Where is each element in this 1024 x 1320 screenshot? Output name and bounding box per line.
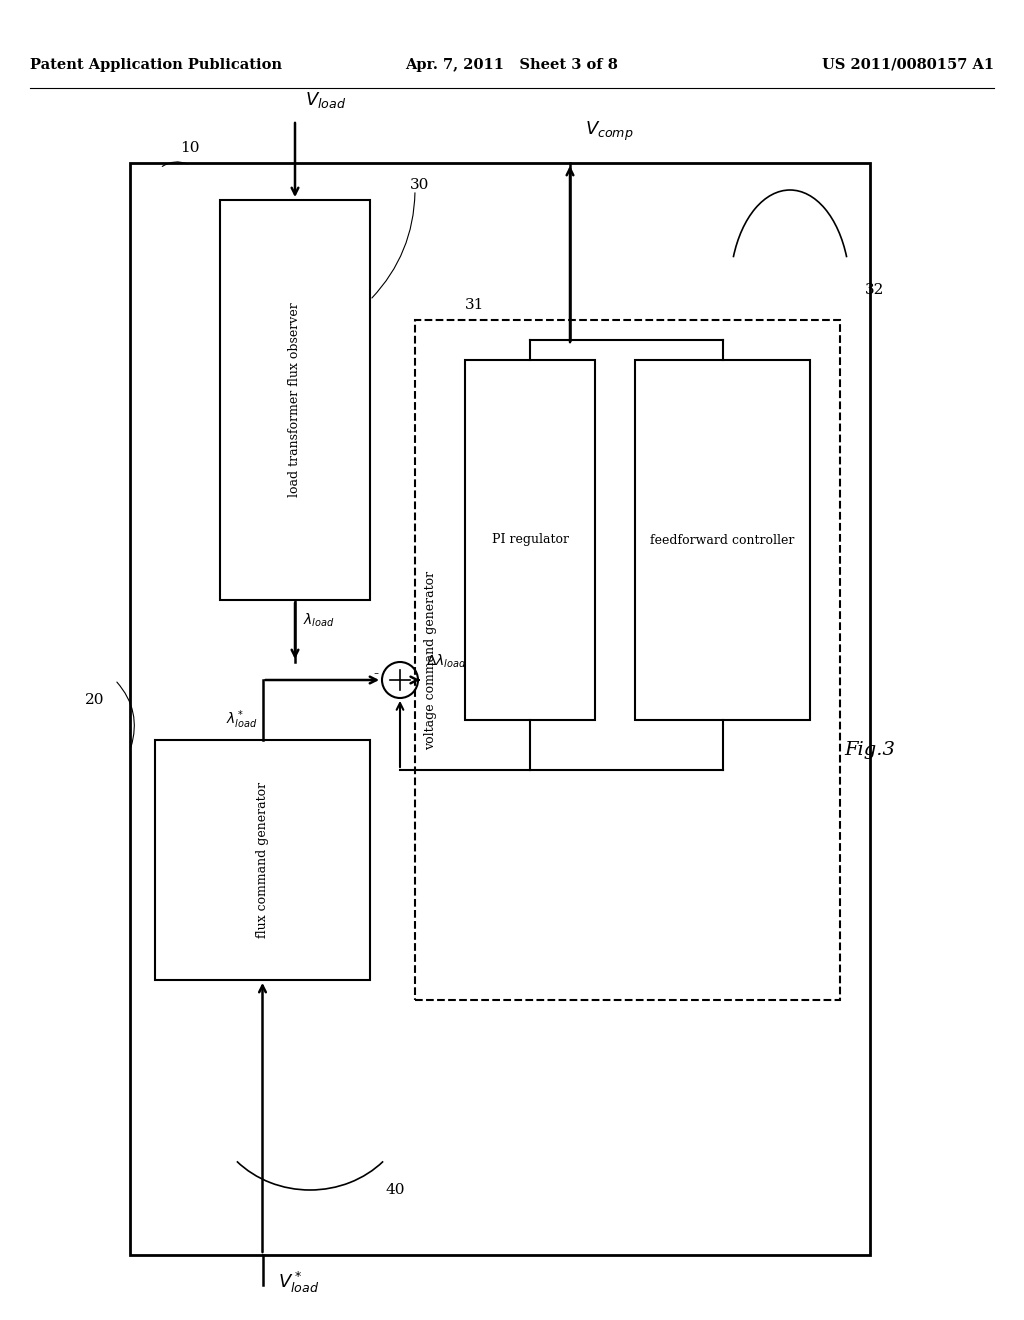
Text: US 2011/0080157 A1: US 2011/0080157 A1 xyxy=(822,58,994,73)
Text: voltage command generator: voltage command generator xyxy=(425,570,437,750)
Text: 20: 20 xyxy=(85,693,104,708)
Text: 32: 32 xyxy=(865,282,885,297)
Text: $V_{comp}$: $V_{comp}$ xyxy=(585,120,634,143)
Bar xyxy=(465,360,595,719)
Bar xyxy=(220,201,370,601)
Text: Patent Application Publication: Patent Application Publication xyxy=(30,58,282,73)
Text: 30: 30 xyxy=(411,178,430,191)
Text: 40: 40 xyxy=(385,1183,404,1197)
Text: $\Delta\lambda_{load}$: $\Delta\lambda_{load}$ xyxy=(426,652,467,671)
Text: feedforward controller: feedforward controller xyxy=(650,533,795,546)
Text: flux command generator: flux command generator xyxy=(256,781,269,939)
Bar xyxy=(155,741,370,979)
Text: 31: 31 xyxy=(465,298,484,312)
Text: Fig.3: Fig.3 xyxy=(845,741,895,759)
Text: $V_{load}$: $V_{load}$ xyxy=(305,90,346,110)
Bar xyxy=(130,162,870,1255)
Text: $\lambda_{load}$: $\lambda_{load}$ xyxy=(303,611,335,628)
Text: $\lambda^*_{load}$: $\lambda^*_{load}$ xyxy=(226,709,257,731)
Text: PI regulator: PI regulator xyxy=(492,533,568,546)
Text: 10: 10 xyxy=(180,141,200,154)
Text: load transformer flux observer: load transformer flux observer xyxy=(289,302,301,498)
Text: $V^*_{load}$: $V^*_{load}$ xyxy=(278,1270,318,1295)
Text: -: - xyxy=(373,667,378,681)
Bar xyxy=(415,319,840,1001)
Text: Apr. 7, 2011   Sheet 3 of 8: Apr. 7, 2011 Sheet 3 of 8 xyxy=(406,58,618,73)
Bar xyxy=(635,360,810,719)
